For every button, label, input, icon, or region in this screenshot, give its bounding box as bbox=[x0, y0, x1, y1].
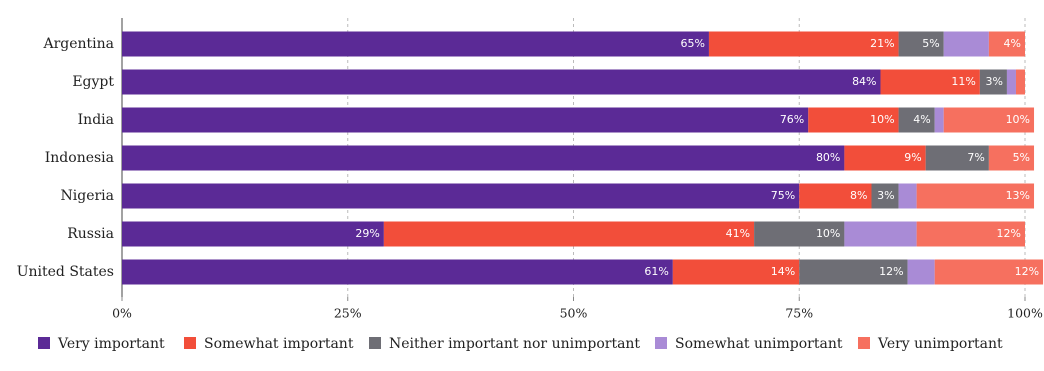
bar-segment bbox=[844, 221, 917, 247]
legend-swatch bbox=[655, 337, 667, 349]
bar-segment bbox=[122, 31, 709, 57]
bar-segment bbox=[988, 31, 1025, 57]
data-label: 12% bbox=[997, 227, 1021, 240]
bar-segment bbox=[122, 107, 809, 133]
bar-segment bbox=[122, 183, 800, 209]
y-tick-label: Egypt bbox=[72, 74, 114, 90]
x-tick-label: 75% bbox=[785, 306, 813, 321]
data-label: 11% bbox=[951, 75, 975, 88]
data-label: 9% bbox=[904, 151, 921, 164]
bar-segment bbox=[898, 183, 917, 209]
y-tick-label: Indonesia bbox=[45, 150, 114, 166]
x-tick-label: 0% bbox=[112, 306, 132, 321]
data-label: 14% bbox=[771, 265, 795, 278]
bar-segment bbox=[708, 31, 899, 57]
data-label: 3% bbox=[877, 189, 894, 202]
bar-segment bbox=[122, 145, 845, 171]
data-label: 80% bbox=[816, 151, 840, 164]
x-tick-label: 50% bbox=[560, 306, 588, 321]
bar-segment bbox=[844, 145, 926, 171]
bar-segment bbox=[880, 69, 980, 95]
data-label: 5% bbox=[1013, 151, 1030, 164]
bar-segment bbox=[383, 221, 755, 247]
data-label: 8% bbox=[850, 189, 867, 202]
bar-segment bbox=[754, 221, 845, 247]
data-label: 84% bbox=[852, 75, 876, 88]
y-tick-label: Nigeria bbox=[61, 188, 115, 204]
data-label: 75% bbox=[771, 189, 795, 202]
data-label: 29% bbox=[355, 227, 379, 240]
bar-segment bbox=[934, 259, 1044, 285]
legend-label: Somewhat important bbox=[204, 336, 354, 352]
bar-segment bbox=[799, 183, 872, 209]
data-label: 4% bbox=[1004, 37, 1021, 50]
data-label: 10% bbox=[1006, 113, 1030, 126]
bar-segment bbox=[871, 183, 899, 209]
bar-segment bbox=[925, 145, 989, 171]
data-label: 65% bbox=[680, 37, 704, 50]
data-label: 21% bbox=[870, 37, 894, 50]
data-label: 12% bbox=[879, 265, 903, 278]
bar-segment bbox=[122, 69, 881, 95]
bar-segment bbox=[898, 31, 944, 57]
data-label: 3% bbox=[985, 75, 1002, 88]
bar-segment bbox=[898, 107, 935, 133]
data-label: 41% bbox=[726, 227, 750, 240]
bar-segment bbox=[1015, 69, 1025, 95]
data-label: 12% bbox=[1015, 265, 1039, 278]
data-label: 7% bbox=[967, 151, 984, 164]
legend-label: Very important bbox=[57, 336, 165, 352]
legend-swatch bbox=[38, 337, 50, 349]
bar-segment bbox=[916, 221, 1025, 247]
data-label: 10% bbox=[816, 227, 840, 240]
bar-segment bbox=[916, 183, 1035, 209]
x-tick-label: 100% bbox=[1007, 306, 1043, 321]
bar-segment bbox=[943, 107, 1035, 133]
bar-segment bbox=[808, 107, 899, 133]
data-label: 76% bbox=[780, 113, 804, 126]
bar-segment bbox=[907, 259, 935, 285]
legend-label: Very unimportant bbox=[877, 336, 1003, 352]
y-tick-label: United States bbox=[17, 264, 114, 280]
legend-swatch bbox=[369, 337, 381, 349]
data-label: 10% bbox=[870, 113, 894, 126]
bar-segment bbox=[122, 221, 384, 247]
data-label: 5% bbox=[922, 37, 939, 50]
legend-swatch bbox=[858, 337, 870, 349]
data-label: 4% bbox=[913, 113, 930, 126]
data-label: 61% bbox=[644, 265, 668, 278]
bar-segment bbox=[799, 259, 908, 285]
x-tick-label: 25% bbox=[334, 306, 362, 321]
legend-label: Somewhat unimportant bbox=[675, 336, 843, 352]
y-tick-label: India bbox=[78, 112, 114, 128]
bar-segment bbox=[979, 69, 1007, 95]
legend-label: Neither important nor unimportant bbox=[389, 336, 640, 352]
legend-swatch bbox=[184, 337, 196, 349]
y-tick-label: Russia bbox=[67, 226, 114, 242]
bar-segment bbox=[672, 259, 800, 285]
bar-segment bbox=[934, 107, 944, 133]
y-tick-label: Argentina bbox=[42, 36, 114, 52]
data-label: 13% bbox=[1006, 189, 1030, 202]
bar-segment bbox=[988, 145, 1035, 171]
bar-segment bbox=[943, 31, 989, 57]
bar-segment bbox=[122, 259, 673, 285]
bar-segment bbox=[1006, 69, 1016, 95]
